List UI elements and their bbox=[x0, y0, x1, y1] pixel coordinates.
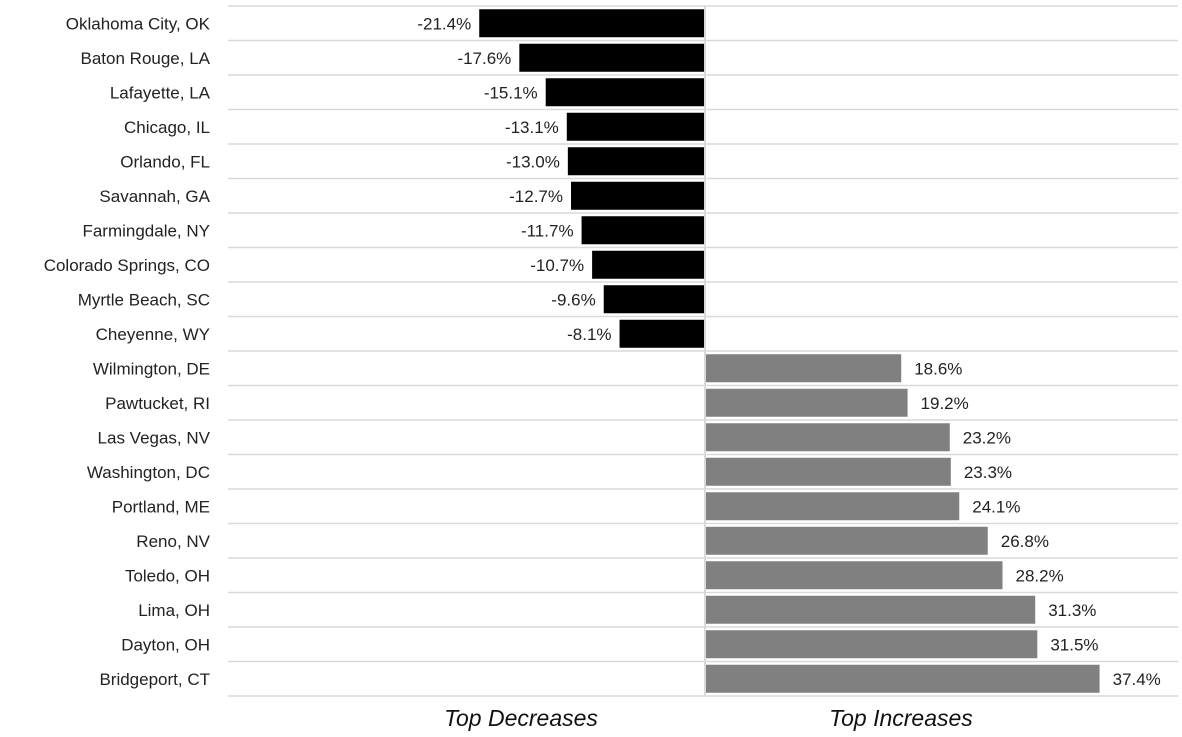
value-label: -8.1% bbox=[567, 325, 611, 344]
bar-increase bbox=[705, 561, 1003, 590]
value-label: -17.6% bbox=[457, 49, 511, 68]
value-label: -10.7% bbox=[530, 256, 584, 275]
value-label: -21.4% bbox=[417, 14, 471, 33]
value-labels: -21.4% -17.6% -15.1% -13.1% -13.0% -12.7% -11.… bbox=[417, 14, 1160, 689]
bar-decrease bbox=[571, 181, 705, 210]
value-label: 26.8% bbox=[1001, 532, 1049, 551]
bar-decrease bbox=[566, 112, 705, 141]
category-label: Portland, ME bbox=[112, 497, 210, 516]
bar-decrease bbox=[603, 285, 705, 314]
bar-increase bbox=[705, 664, 1100, 693]
category-label: Baton Rouge, LA bbox=[81, 49, 211, 68]
category-label: Lima, OH bbox=[138, 601, 210, 620]
category-label: Myrtle Beach, SC bbox=[78, 290, 210, 309]
category-label: Reno, NV bbox=[136, 532, 210, 551]
value-label: 31.5% bbox=[1050, 635, 1098, 654]
category-label: Pawtucket, RI bbox=[105, 394, 210, 413]
category-label: Cheyenne, WY bbox=[96, 325, 210, 344]
category-label: Oklahoma City, OK bbox=[66, 14, 211, 33]
value-label: -9.6% bbox=[551, 290, 595, 309]
bar-increase bbox=[705, 423, 950, 452]
category-labels: Oklahoma City, OK Baton Rouge, LA Lafayett… bbox=[44, 14, 211, 689]
gridlines bbox=[228, 5, 1178, 697]
value-label: 24.1% bbox=[972, 497, 1020, 516]
bar-increase bbox=[705, 492, 960, 521]
category-label: Lafayette, LA bbox=[110, 83, 211, 102]
bar-increase bbox=[705, 354, 902, 383]
bar-increase bbox=[705, 457, 951, 486]
bars bbox=[479, 9, 1100, 693]
section-label-decreases: Top Decreases bbox=[444, 705, 598, 731]
bar-increase bbox=[705, 595, 1036, 624]
value-label: 23.2% bbox=[963, 428, 1011, 447]
value-label: 19.2% bbox=[921, 394, 969, 413]
section-label-increases: Top Increases bbox=[829, 705, 973, 731]
category-label: Chicago, IL bbox=[124, 118, 210, 137]
category-label: Savannah, GA bbox=[99, 187, 210, 206]
category-label: Las Vegas, NV bbox=[98, 428, 211, 447]
value-label: -13.1% bbox=[505, 118, 559, 137]
value-label: -15.1% bbox=[484, 83, 538, 102]
category-label: Colorado Springs, CO bbox=[44, 256, 210, 275]
bar-decrease bbox=[479, 9, 705, 38]
category-label: Farmingdale, NY bbox=[82, 221, 210, 240]
category-label: Washington, DC bbox=[87, 463, 210, 482]
category-label: Wilmington, DE bbox=[93, 359, 210, 378]
bar-decrease bbox=[581, 216, 705, 245]
value-label: 31.3% bbox=[1048, 601, 1096, 620]
bar-decrease bbox=[519, 43, 705, 72]
value-label: -11.7% bbox=[521, 221, 574, 240]
bar-decrease bbox=[545, 78, 705, 107]
value-label: -12.7% bbox=[509, 187, 563, 206]
bar-decrease bbox=[567, 147, 705, 176]
value-label: 23.3% bbox=[964, 463, 1012, 482]
category-label: Bridgeport, CT bbox=[99, 670, 210, 689]
value-label: 28.2% bbox=[1016, 566, 1064, 585]
bar-increase bbox=[705, 388, 908, 417]
category-label: Dayton, OH bbox=[121, 635, 210, 654]
value-label: 37.4% bbox=[1113, 670, 1161, 689]
category-label: Orlando, FL bbox=[120, 152, 210, 171]
bar-increase bbox=[705, 526, 988, 555]
category-label: Toledo, OH bbox=[125, 566, 210, 585]
bar-increase bbox=[705, 630, 1038, 659]
value-label: 18.6% bbox=[914, 359, 962, 378]
bar-decrease bbox=[619, 319, 705, 348]
bar-decrease bbox=[592, 250, 705, 279]
value-label: -13.0% bbox=[506, 152, 560, 171]
